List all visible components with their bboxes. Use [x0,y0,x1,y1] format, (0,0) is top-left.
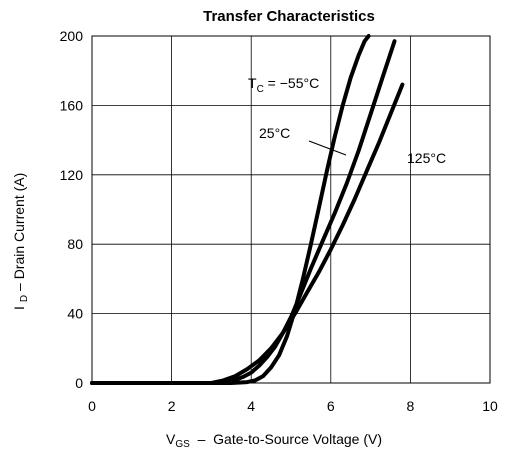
y-axis-label: ID – Drain Current (A) [11,173,30,310]
y-tick-label: 0 [75,375,83,391]
y-tick-label: 200 [60,28,84,44]
annotation-25c-leader [308,140,347,156]
series-group [90,34,405,385]
x-tick-label: 0 [88,398,96,414]
y-tick-label: 80 [67,236,83,252]
plot-frame [91,35,491,384]
x-tick-label: 4 [247,398,255,414]
annotation-tc-minus55: TC = −55°C [248,75,319,95]
annotation-125c: 125°C [407,150,446,166]
x-axis-label: VGS – Gate-to-Source Voltage (V) [166,431,382,450]
chart-title: Transfer Characteristics [203,8,375,25]
y-tick-label: 160 [60,97,84,113]
y-tick-label: 120 [60,167,84,183]
x-tick-label: 2 [168,398,176,414]
series-line-tc-minus55 [90,34,371,385]
x-tick-labels: 0 2 4 6 8 10 [88,398,498,414]
series-line-125c [90,82,405,385]
x-tick-label: 6 [327,398,335,414]
x-tick-label: 8 [407,398,415,414]
x-tick-label: 10 [482,398,498,414]
annotation-25c: 25°C [259,125,290,141]
y-tick-label: 40 [67,306,83,322]
y-tick-labels: 0 40 80 120 160 200 [60,28,84,391]
